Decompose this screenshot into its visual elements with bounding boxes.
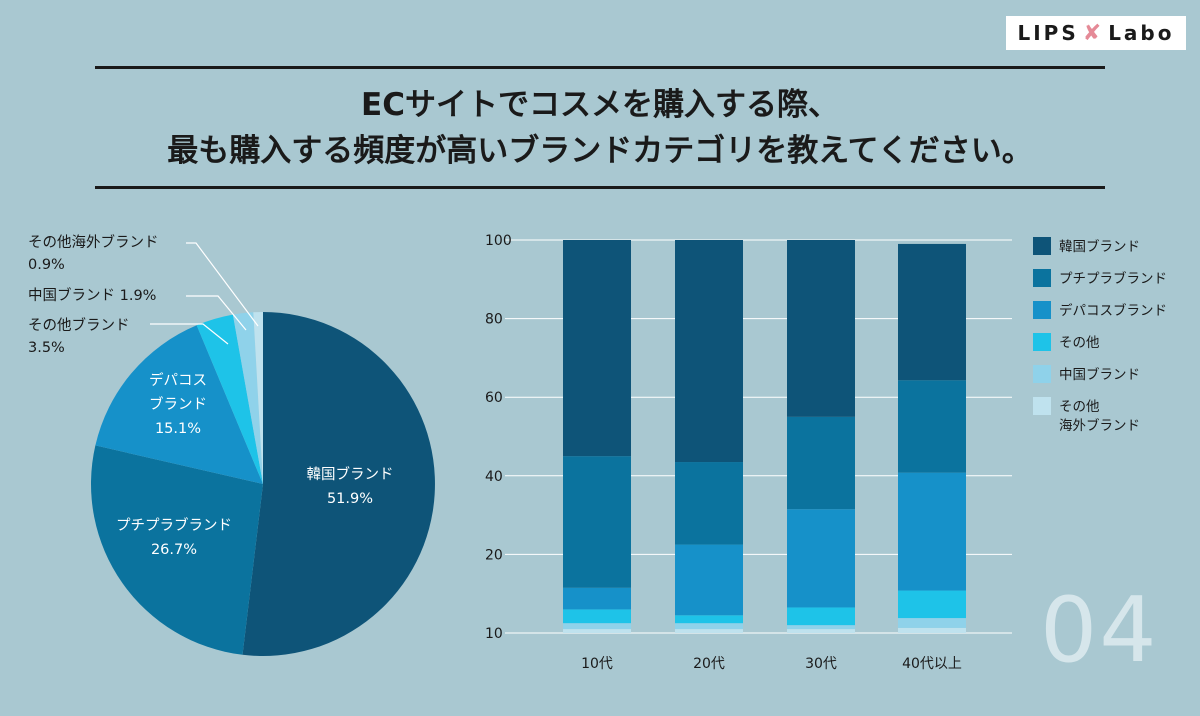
bar-3-segment-1 [787, 629, 855, 633]
legend-label-2: プチプラブランド [1059, 270, 1167, 287]
pie-slice-3 [95, 325, 263, 484]
bar-4-segment-6 [898, 243, 966, 381]
legend-swatch-3 [1033, 301, 1051, 319]
logo-text-lips: LIPS [1017, 21, 1079, 45]
bar-4-segment-2 [898, 618, 966, 628]
pie-slice-6 [253, 311, 263, 484]
lips-labo-logo: LIPS ✘ Labo [1006, 16, 1186, 50]
legend-swatch-2 [1033, 269, 1051, 287]
bar-2-segment-6 [675, 240, 743, 463]
callout-leader-3 [150, 323, 229, 345]
bar-3-segment-6 [787, 240, 855, 417]
page-number: 04 [1040, 578, 1159, 683]
pie-slice-5 [232, 312, 263, 484]
legend-label-5: 中国ブランド [1059, 366, 1140, 383]
bar-3-segment-2 [787, 625, 855, 630]
y-tick-label-6: 10 [485, 626, 503, 642]
x-tick-label-2: 20代 [693, 656, 725, 672]
bar-4-segment-5 [898, 380, 966, 473]
bar-3-segment-5 [787, 416, 855, 510]
x-tick-label-1: 10代 [581, 656, 613, 672]
title-bottom-rule [95, 186, 1105, 189]
pie-callout-1: その他海外ブランド 0.9% [28, 233, 159, 273]
y-tick-label-3: 60 [485, 390, 503, 406]
y-tick-label-4: 40 [485, 469, 503, 485]
bar-4-segment-4 [898, 472, 966, 591]
bar-2-segment-2 [675, 623, 743, 630]
legend-swatch-5 [1033, 365, 1051, 383]
pie-slice-4 [196, 314, 263, 484]
pie-slice-2 [90, 445, 263, 655]
pie-inside-label-3: デパコスブランド 15.1% [149, 371, 207, 437]
legend-label-6: その他海外ブランド [1059, 399, 1140, 434]
pie-inside-label-2: プチプラブランド 26.7% [116, 516, 232, 558]
pie-callout-3: その他ブランド 3.5% [28, 316, 130, 356]
bar-1-segment-6 [563, 240, 631, 457]
logo-mark-icon: ✘ [1082, 20, 1105, 46]
bar-1-segment-3 [563, 609, 631, 624]
legend-label-3: デパコスブランド [1059, 302, 1167, 319]
legend-swatch-4 [1033, 333, 1051, 351]
bar-2-segment-1 [675, 629, 743, 633]
legend-swatch-6 [1033, 397, 1051, 415]
bar-2-segment-3 [675, 615, 743, 624]
y-tick-label-5: 20 [485, 547, 503, 563]
legend-label-4: その他 [1059, 335, 1100, 351]
callout-leader-1 [186, 242, 259, 327]
x-tick-label-3: 30代 [805, 656, 837, 672]
bar-2-segment-5 [675, 462, 743, 545]
callout-leader-2 [186, 295, 247, 331]
bar-1-segment-2 [563, 623, 631, 630]
pie-callout-2: 中国ブランド 1.9% [28, 286, 156, 304]
x-tick-label-4: 40代以上 [902, 656, 962, 672]
page-title: ECサイトでコスメを購入する際、 最も購入する頻度が高いブランドカテゴリを教えて… [95, 82, 1105, 174]
title-top-rule [95, 66, 1105, 69]
title-line-2: 最も購入する頻度が高いブランドカテゴリを教えてください。 [167, 133, 1033, 169]
bar-3-segment-3 [787, 607, 855, 626]
logo-text-labo: Labo [1108, 21, 1175, 45]
bar-4-segment-3 [898, 590, 966, 619]
legend-label-1: 韓国ブランド [1059, 238, 1140, 255]
y-tick-label-2: 80 [485, 312, 503, 328]
y-tick-label-1: 100 [485, 233, 512, 249]
bar-2-segment-4 [675, 544, 743, 616]
bar-1-segment-4 [563, 587, 631, 610]
pie-slice-1 [242, 312, 435, 656]
bar-1-segment-5 [563, 456, 631, 588]
bar-4-segment-1 [898, 627, 966, 633]
legend-swatch-1 [1033, 237, 1051, 255]
bar-1-segment-1 [563, 629, 631, 633]
title-line-1: ECサイトでコスメを購入する際、 [361, 87, 839, 123]
pie-inside-label-1: 韓国ブランド 51.9% [307, 465, 394, 507]
bar-3-segment-4 [787, 509, 855, 608]
